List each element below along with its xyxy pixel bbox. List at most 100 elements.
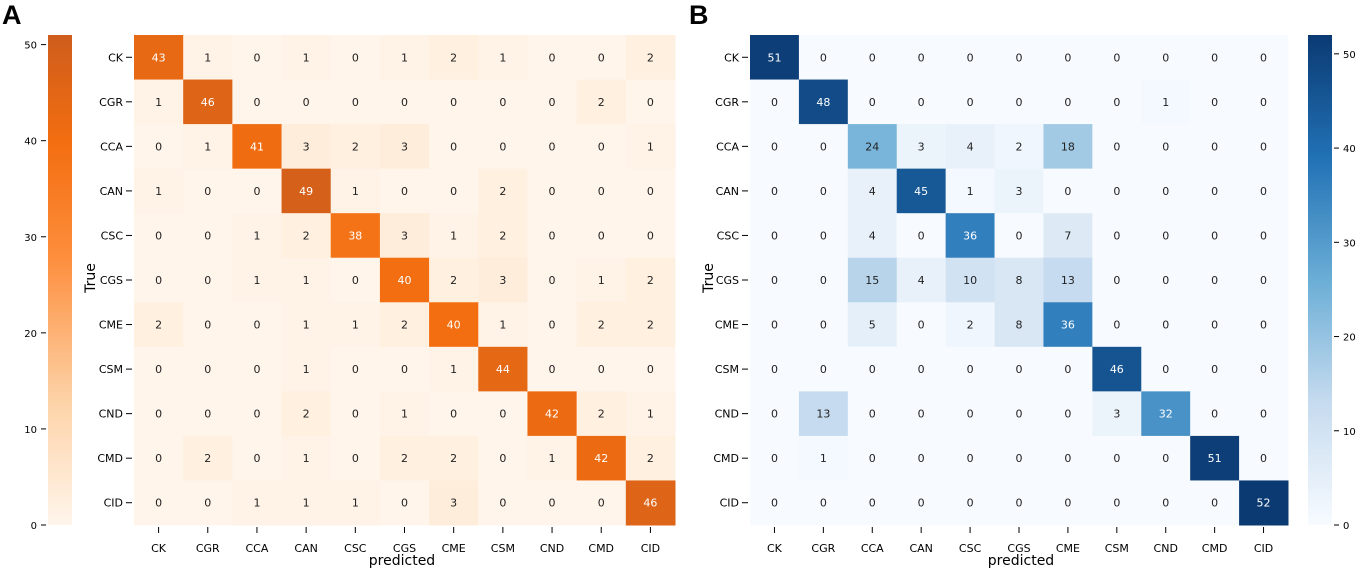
cell-value: 1 [820, 452, 827, 465]
cell-CGR-CAN [281, 79, 332, 125]
cell-CGR-CSC [945, 79, 996, 125]
cell-CCA-CK [750, 124, 800, 170]
cell-value: 40 [447, 319, 461, 332]
cell-CSC-CSC [330, 213, 381, 259]
cell-CK-CND [1141, 35, 1191, 81]
cell-value: 0 [967, 96, 974, 109]
cell-CK-CGS [379, 35, 430, 81]
cell-value: 4 [869, 185, 876, 198]
cell-CCA-CSM [478, 124, 528, 170]
x-tick-label: CME [442, 542, 466, 555]
cell-value: 24 [865, 140, 879, 153]
cell-CME-CK [750, 302, 800, 348]
cell-value: 1 [155, 96, 162, 109]
colorbar-tick-label: 40 [1343, 144, 1356, 155]
cell-value: 0 [204, 319, 211, 332]
cell-value: 0 [647, 185, 654, 198]
cell-value: 0 [820, 363, 827, 376]
cell-CME-CND [1141, 302, 1191, 348]
cell-CID-CCA [232, 480, 283, 526]
cell-CSM-CME [1043, 346, 1093, 392]
cell-value: 0 [204, 363, 211, 376]
cell-CGR-CGS [379, 79, 430, 125]
cell-value: 0 [253, 51, 260, 64]
cell-CMD-CK [750, 435, 800, 481]
cell-CGS-CGR [183, 257, 233, 303]
cell-value: 43 [152, 51, 166, 64]
cell-value: 1 [303, 274, 310, 287]
cell-CCA-CK [134, 124, 184, 170]
cell-CMD-CME [1043, 435, 1093, 481]
cell-value: 0 [967, 363, 974, 376]
cell-CSM-CK [750, 346, 800, 392]
cell-CAN-CK [750, 168, 800, 214]
cell-CSC-CND [527, 213, 578, 259]
cell-CAN-CK [134, 168, 184, 214]
cell-value: 0 [598, 185, 605, 198]
cell-value: 0 [1211, 408, 1218, 421]
cell-value: 0 [450, 96, 457, 109]
cell-value: 0 [1211, 51, 1218, 64]
cell-value: 1 [598, 274, 605, 287]
cell-CCA-CMD [576, 124, 627, 170]
cell-CCA-CAN [896, 124, 947, 170]
cell-CMD-CAN [896, 435, 947, 481]
cell-CSM-CND [527, 346, 578, 392]
cell-value: 3 [303, 140, 310, 153]
cell-CCA-CID [625, 124, 676, 170]
cell-CME-CSM [478, 302, 528, 348]
cell-CGR-CMD [1190, 79, 1240, 125]
cell-value: 0 [1162, 497, 1169, 510]
cell-value: 52 [1257, 497, 1271, 510]
colorbar-tick-label: 20 [24, 329, 37, 340]
cell-value: 0 [1162, 51, 1169, 64]
cell-value: 0 [1162, 274, 1169, 287]
cell-value: 2 [352, 140, 359, 153]
cell-value: 0 [1211, 274, 1218, 287]
y-tick-label: CND [99, 408, 123, 421]
cell-CSM-CID [1239, 346, 1289, 392]
cell-CSM-CCA [847, 346, 898, 392]
cell-CND-CK [134, 391, 184, 437]
cell-value: 0 [771, 452, 778, 465]
cell-value: 2 [450, 51, 457, 64]
cell-value: 1 [303, 452, 310, 465]
cell-value: 0 [1260, 408, 1267, 421]
cell-value: 0 [352, 452, 359, 465]
cell-CMD-CK [134, 435, 184, 481]
cell-value: 4 [967, 140, 974, 153]
y-tick-labels-a: CK CGR CCA CAN CSC CGS CME CSM CND CMD CID [97, 51, 132, 510]
cell-CND-CSM [1092, 391, 1142, 437]
cell-CSC-CGS [379, 213, 430, 259]
cell-value: 0 [598, 229, 605, 242]
cell-CID-CME [429, 480, 479, 526]
cell-value: 36 [1061, 319, 1075, 332]
x-tick-label: CID [1254, 542, 1273, 555]
cell-CID-CSM [478, 480, 528, 526]
cell-value: 1 [967, 185, 974, 198]
x-tick-label: CGR [196, 542, 220, 555]
cell-CSM-CSC [945, 346, 996, 392]
cell-value: 5 [869, 319, 876, 332]
x-tick-label: CID [641, 542, 660, 555]
cell-CSM-CCA [232, 346, 283, 392]
cell-value: 51 [767, 51, 781, 64]
cell-CND-CSC [945, 391, 996, 437]
cell-CID-CSM [1092, 480, 1142, 526]
cell-CSC-CAN [281, 213, 332, 259]
cell-CSM-CGR [183, 346, 233, 392]
cell-CME-CCA [847, 302, 898, 348]
y-tick-label: CID [104, 497, 123, 510]
cell-CCA-CAN [281, 124, 332, 170]
cell-value: 0 [549, 96, 556, 109]
cell-value: 0 [1064, 363, 1071, 376]
y-tick-label: CID [720, 497, 739, 510]
colorbar-tick-label: 50 [1343, 50, 1356, 61]
cell-value: 1 [450, 229, 457, 242]
cell-CND-CAN [896, 391, 947, 437]
cell-CSC-CK [750, 213, 800, 259]
x-tick-label: CSM [1105, 542, 1129, 555]
cell-CME-CAN [896, 302, 947, 348]
